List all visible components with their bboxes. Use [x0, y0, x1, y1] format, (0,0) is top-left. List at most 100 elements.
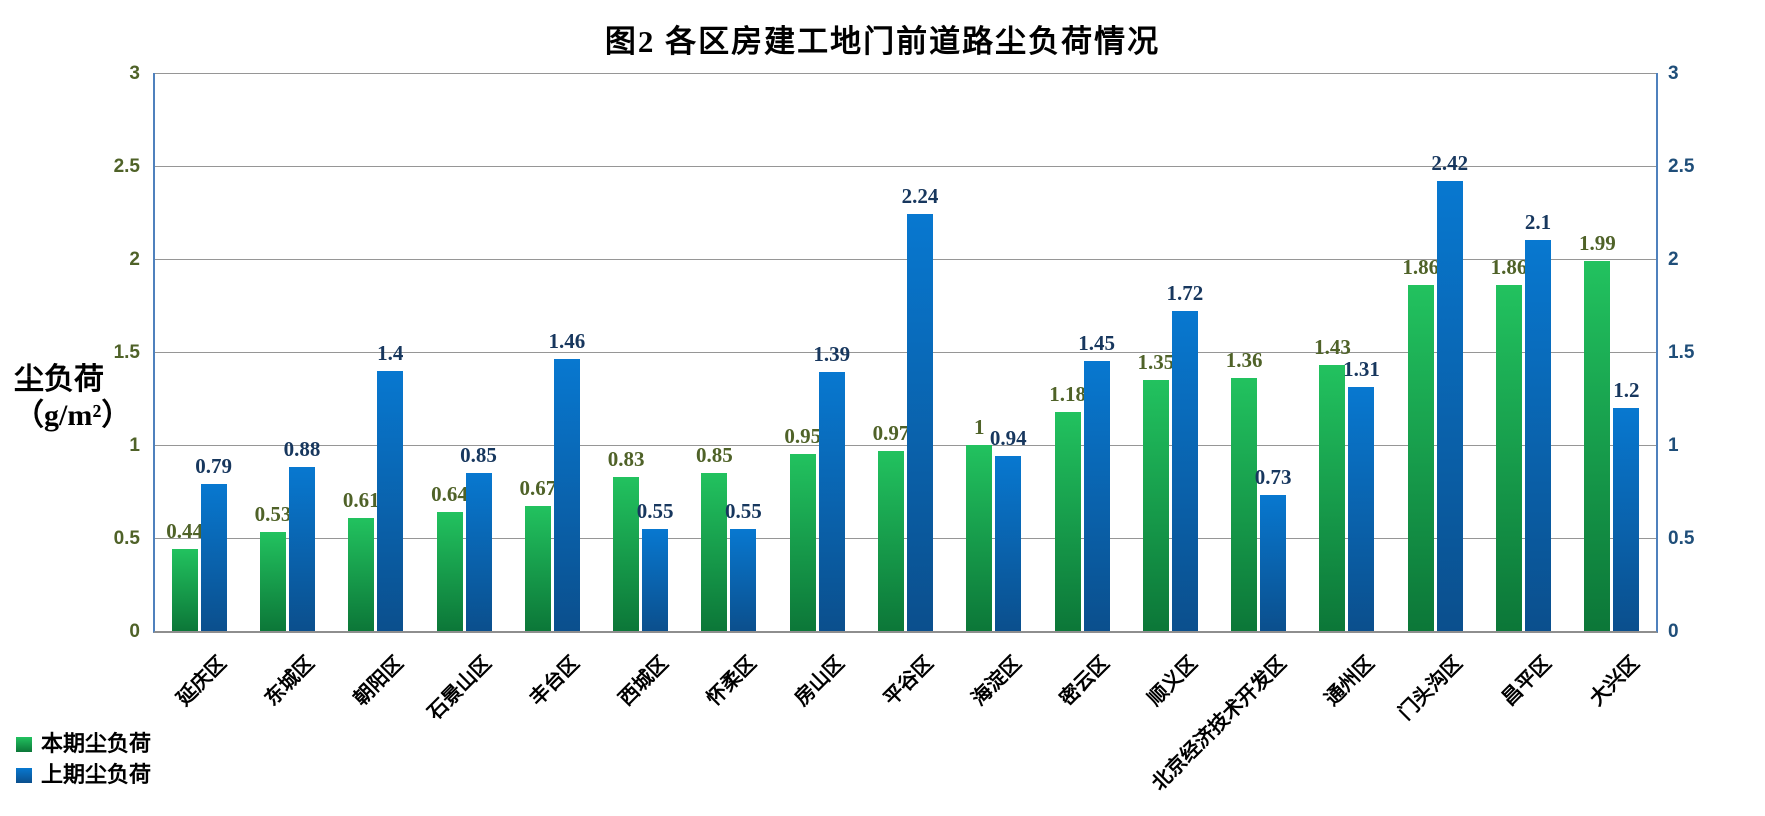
bar-current-period — [966, 445, 993, 631]
y-axis-tick-right: 0.5 — [1668, 528, 1695, 549]
bar-current-period — [1231, 378, 1258, 631]
bar-value-label: 0.88 — [283, 437, 321, 462]
bar-current-period — [1054, 411, 1081, 631]
bar-value-label: 0.83 — [607, 446, 645, 471]
y-gridline — [155, 73, 1656, 74]
y-gridline — [155, 445, 1656, 446]
y-gridline — [155, 538, 1656, 539]
bar-previous-period — [200, 484, 227, 631]
bar-value-label: 2.42 — [1431, 150, 1469, 175]
bar-previous-period — [465, 472, 492, 631]
y-axis-tick-right: 3 — [1668, 63, 1679, 84]
bar-value-label: 0.55 — [725, 498, 762, 523]
y-axis-tick-left: 1 — [129, 435, 140, 456]
bar-value-label: 1.46 — [548, 329, 586, 354]
bar-previous-period — [730, 528, 757, 631]
bar-previous-period — [995, 456, 1022, 631]
bar-value-label: 0.44 — [166, 519, 204, 544]
bar-current-period — [524, 506, 551, 631]
bar-current-period — [1496, 285, 1523, 631]
bar-value-label: 1.86 — [1402, 255, 1440, 280]
bar-previous-period — [1260, 495, 1287, 631]
y-axis-tick-right: 1.5 — [1668, 342, 1695, 363]
bar-current-period — [1142, 379, 1169, 631]
y-axis-tick-right: 1 — [1668, 435, 1679, 456]
bar-previous-period — [1613, 407, 1640, 631]
bar-current-period — [613, 476, 640, 631]
y-axis-tick-left: 3 — [129, 63, 140, 84]
bar-value-label: 2.24 — [901, 184, 939, 209]
bar-current-period — [348, 517, 375, 631]
y-axis-tick-right: 2 — [1668, 249, 1679, 270]
y-axis-title-line2: （g/m²） — [14, 399, 132, 432]
plot-area: 0.44 0.79 0.53 0.88 0.61 1.4 0.64 0.85 0.67 1.46 0… — [153, 73, 1658, 633]
y-axis-title: 尘负荷 （g/m²） — [14, 362, 131, 434]
bar-previous-period — [1525, 240, 1552, 631]
bar-value-label: 2.1 — [1524, 210, 1552, 235]
bar-value-label: 1.45 — [1078, 331, 1115, 356]
bar-current-period — [259, 532, 286, 631]
bar-current-period — [701, 472, 728, 631]
y-gridline — [155, 166, 1656, 167]
bar-value-label: 0.97 — [872, 420, 910, 445]
bar-value-label: 0.61 — [342, 487, 380, 512]
bar-current-period — [1584, 260, 1611, 631]
legend: 本期尘负荷上期尘负荷 — [16, 733, 151, 795]
bar-value-label: 0.53 — [254, 502, 292, 527]
bar-current-period — [789, 454, 816, 631]
bar-previous-period — [1348, 387, 1375, 631]
bar-previous-period — [377, 370, 404, 631]
y-axis-tick-left: 2 — [129, 249, 140, 270]
bar-value-label: 1.39 — [813, 342, 851, 367]
bar-value-label: 1.4 — [377, 340, 404, 365]
bar-previous-period — [1436, 180, 1463, 631]
bar-value-label: 0.94 — [989, 426, 1027, 451]
legend-item: 本期尘负荷 — [16, 733, 151, 755]
y-gridline — [155, 259, 1656, 260]
legend-swatch — [16, 736, 32, 752]
legend-swatch — [16, 767, 32, 783]
bar-previous-period — [907, 214, 933, 631]
bar-value-label: 0.85 — [696, 442, 733, 467]
y-axis-tick-left: 1.5 — [113, 342, 140, 363]
bar-value-label: 1.99 — [1578, 230, 1616, 255]
bar-value-label: 0.67 — [519, 476, 557, 501]
bar-current-period — [171, 549, 198, 631]
bar-previous-period — [642, 528, 669, 631]
bar-value-label: 1.2 — [1613, 377, 1640, 402]
bar-previous-period — [818, 372, 845, 631]
bar-previous-period — [288, 467, 315, 631]
y-axis-tick-left: 2.5 — [113, 156, 140, 177]
bar-value-label: 0.55 — [636, 498, 674, 523]
y-gridline — [155, 352, 1656, 353]
bar-value-label: 0.79 — [195, 454, 233, 479]
bar-value-label: 0.73 — [1254, 465, 1292, 490]
y-axis-tick-right: 0 — [1668, 621, 1679, 642]
bar-value-label: 1 — [974, 415, 985, 439]
bar-previous-period — [1083, 361, 1110, 631]
bar-current-period — [436, 511, 463, 631]
y-axis-tick-right: 2.5 — [1668, 156, 1695, 177]
bar-value-label: 0.64 — [431, 481, 468, 506]
y-axis-title-line1: 尘负荷 — [14, 363, 104, 396]
bar-value-label: 1.18 — [1049, 381, 1086, 406]
legend-label: 上期尘负荷 — [41, 762, 152, 787]
bar-value-label: 1.72 — [1166, 281, 1204, 306]
bar-current-period — [878, 450, 904, 631]
legend-item: 上期尘负荷 — [16, 764, 151, 786]
bar-previous-period — [1171, 311, 1198, 631]
bar-value-label: 1.86 — [1490, 255, 1528, 280]
chart-title: 图2 各区房建工地门前道路尘负荷情况 — [604, 24, 1161, 59]
bar-value-label: 1.43 — [1314, 335, 1351, 360]
bar-current-period — [1407, 285, 1434, 631]
bar-value-label: 0.95 — [784, 424, 822, 449]
bar-current-period — [1319, 365, 1346, 631]
bar-previous-period — [553, 359, 580, 631]
y-axis-tick-left: 0 — [129, 621, 140, 642]
y-axis-tick-left: 0.5 — [113, 528, 140, 549]
bar-value-label: 1.31 — [1343, 357, 1380, 382]
bar-value-label: 1.36 — [1225, 348, 1263, 373]
bar-value-label: 1.35 — [1137, 349, 1175, 374]
bar-value-label: 0.85 — [460, 442, 497, 467]
